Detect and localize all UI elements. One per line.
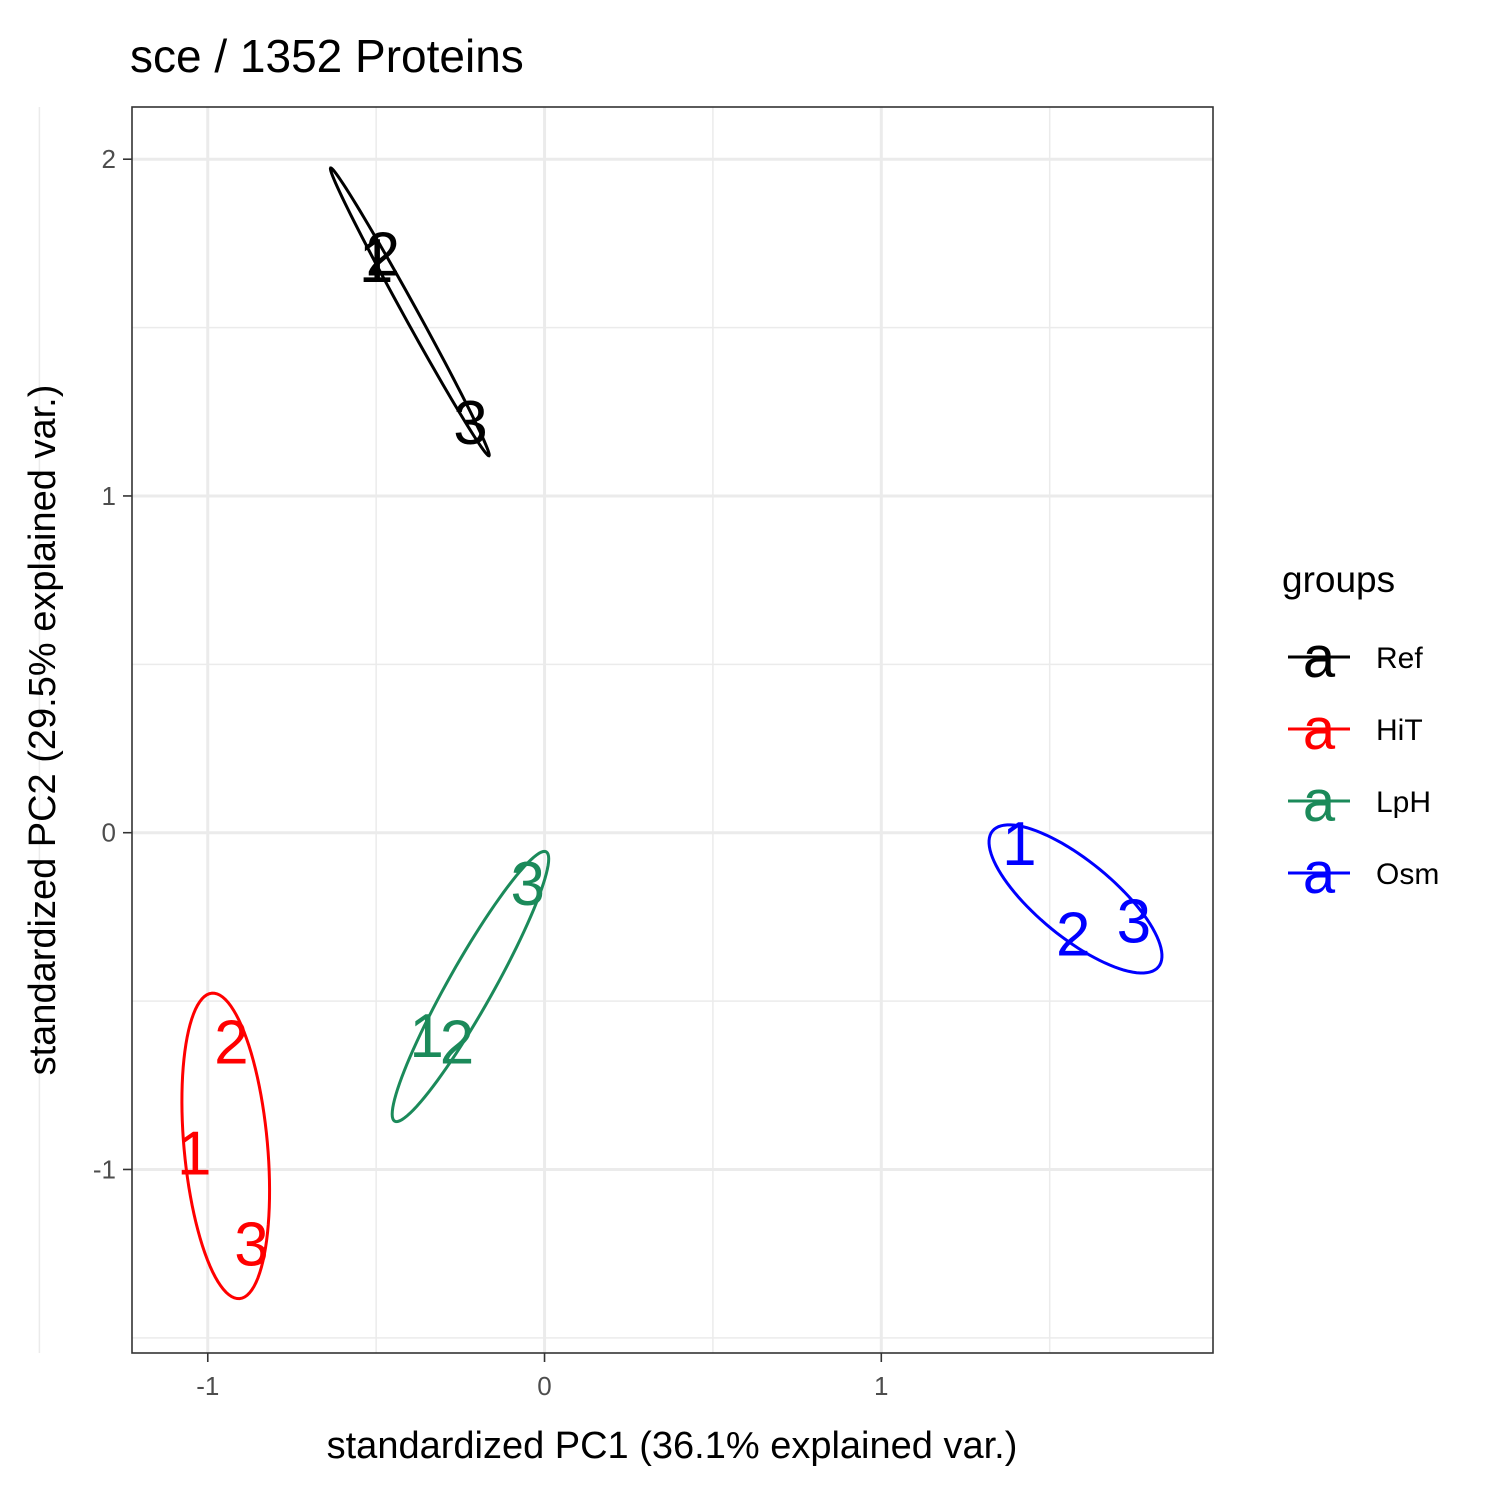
plot-panel-border — [131, 106, 1214, 1354]
y-axis: -1 0 1 2 — [93, 144, 132, 1184]
ellipse-ref — [328, 166, 491, 458]
x-tick-label: 0 — [537, 1371, 551, 1401]
chart-title: sce / 1352 Proteins — [130, 30, 524, 82]
x-axis-title: standardized PC1 (36.1% explained var.) — [327, 1425, 1018, 1467]
point-label-lph: 3 — [510, 850, 544, 919]
point-label-ref: 3 — [453, 389, 487, 458]
plot-panel-background — [132, 107, 1213, 1353]
point-label-lph: 2 — [440, 1009, 474, 1078]
point-label-lph: 1 — [409, 1002, 443, 1071]
legend-item-lph: a LpH — [1288, 769, 1431, 834]
legend-key-glyph: a — [1303, 841, 1336, 906]
y-tick-label: 2 — [102, 144, 116, 174]
point-label-osm: 2 — [1056, 901, 1090, 970]
legend: groups a Ref a HiT a LpH a Osm — [1282, 559, 1439, 906]
major-gridlines — [132, 107, 1213, 1353]
minor-gridlines — [38, 107, 1213, 1353]
point-label-ref: 1 — [359, 227, 393, 296]
point-label-osm: 1 — [1002, 810, 1036, 879]
y-axis-title: standardized PC2 (29.5% explained var.) — [22, 385, 64, 1076]
y-tick-label: -1 — [93, 1154, 116, 1184]
legend-key-glyph: a — [1303, 697, 1336, 762]
point-label-hit: 1 — [177, 1120, 211, 1189]
legend-item-hit: a HiT — [1288, 697, 1423, 762]
y-tick-label: 1 — [102, 481, 116, 511]
point-label-ref: 2 — [366, 220, 400, 289]
legend-label: HiT — [1376, 714, 1423, 747]
ellipse-hit — [180, 991, 272, 1301]
legend-label: LpH — [1376, 786, 1431, 819]
legend-item-ref: a Ref — [1288, 625, 1423, 690]
legend-label: Osm — [1376, 858, 1439, 891]
x-tick-label: -1 — [196, 1371, 219, 1401]
legend-key-glyph: a — [1303, 769, 1336, 834]
x-axis: -1 0 1 — [196, 1353, 889, 1401]
ellipse-lph — [390, 849, 551, 1124]
legend-title: groups — [1282, 559, 1395, 600]
point-label-hit: 3 — [234, 1211, 268, 1280]
legend-label: Ref — [1376, 642, 1423, 675]
point-label-hit: 2 — [214, 1009, 248, 1078]
point-label-osm: 3 — [1117, 887, 1151, 956]
legend-key-glyph: a — [1303, 625, 1336, 690]
x-tick-label: 1 — [874, 1371, 888, 1401]
legend-item-osm: a Osm — [1288, 841, 1439, 906]
y-tick-label: 0 — [102, 818, 116, 848]
ellipse-osm — [987, 823, 1164, 975]
group-ellipses — [180, 166, 1164, 1301]
